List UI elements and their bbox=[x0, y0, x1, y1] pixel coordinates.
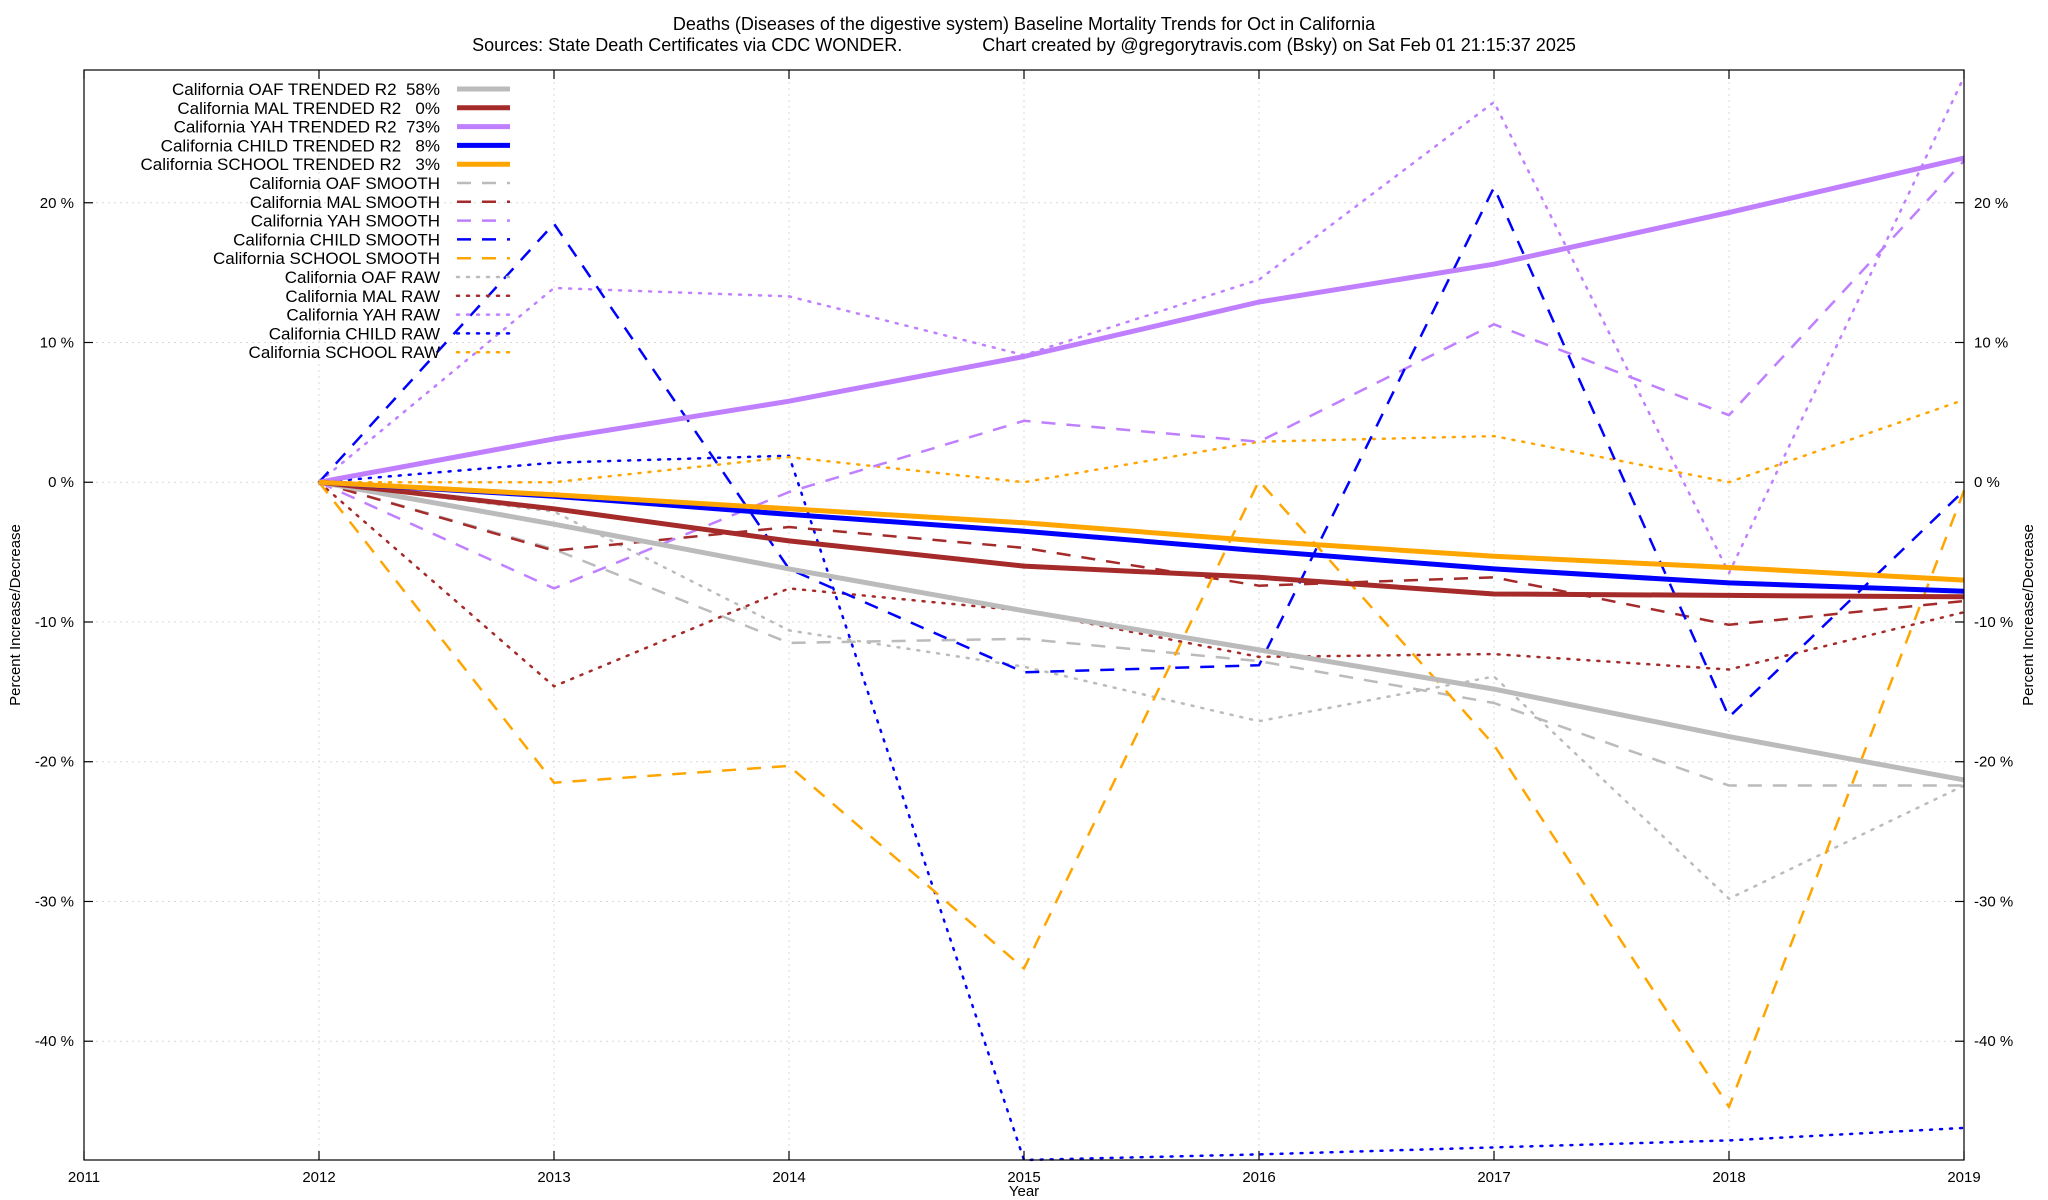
x-tick-label: 2012 bbox=[302, 1169, 335, 1186]
legend-entry-label: California SCHOOL RAW bbox=[249, 343, 440, 362]
x-tick-label: 2015 bbox=[1007, 1169, 1040, 1186]
legend-entry-label: California OAF TRENDED R2 58% bbox=[172, 80, 440, 99]
y-tick-label-right: -10 % bbox=[1974, 614, 2013, 631]
legend-entry-label: California SCHOOL TRENDED R2 3% bbox=[141, 155, 440, 174]
series-line-california-child-smooth bbox=[318, 186, 1965, 719]
x-tick-label: 2017 bbox=[1477, 1169, 1510, 1186]
legend-entry-label: California CHILD TRENDED R2 8% bbox=[161, 136, 440, 155]
y-tick-label-right: -40 % bbox=[1974, 1033, 2013, 1050]
series-line-california-oaf-trended-r2-58 bbox=[318, 479, 1965, 783]
series-line-california-school-trended-r2-3 bbox=[318, 479, 1965, 583]
legend-entry-label: California OAF RAW bbox=[285, 268, 440, 287]
y-axis-label: Percent Increase/Decrease bbox=[7, 524, 24, 706]
legend-entry-label: California YAH SMOOTH bbox=[251, 212, 440, 231]
x-tick-label: 2011 bbox=[68, 1169, 100, 1186]
legend-entry-label: California MAL SMOOTH bbox=[250, 193, 440, 212]
x-tick-label: 2013 bbox=[537, 1169, 570, 1186]
legend-entry-label: California MAL TRENDED R2 0% bbox=[177, 99, 440, 118]
y-tick-label: -10 % bbox=[35, 614, 74, 631]
y-axis-label-right: Percent Increase/Decrease bbox=[2020, 524, 2037, 706]
legend-entry-label: California SCHOOL SMOOTH bbox=[213, 249, 440, 268]
x-tick-label: 2016 bbox=[1242, 1169, 1275, 1186]
legend: California OAF TRENDED R2 58%California … bbox=[141, 80, 512, 362]
legend-entry-label: California OAF SMOOTH bbox=[249, 174, 440, 193]
legend-entry-label: California YAH TRENDED R2 73% bbox=[174, 118, 440, 137]
x-tick-label: 2019 bbox=[1947, 1169, 1980, 1186]
series-line-california-oaf-smooth bbox=[318, 480, 1964, 787]
chart-title: Deaths (Diseases of the digestive system… bbox=[673, 14, 1376, 34]
x-axis-label: Year bbox=[1009, 1183, 1039, 1200]
y-tick-label-right: 20 % bbox=[1974, 195, 2008, 212]
x-tick-label: 2014 bbox=[772, 1169, 805, 1186]
x-tick-label: 2018 bbox=[1712, 1169, 1745, 1186]
chart-subtitle: Sources: State Death Certificates via CD… bbox=[472, 35, 1576, 55]
y-tick-label: 10 % bbox=[40, 335, 74, 352]
series-line-california-school-raw bbox=[317, 398, 1966, 484]
series-line-california-oaf-raw bbox=[317, 480, 1966, 900]
y-tick-label: 0 % bbox=[48, 474, 74, 491]
series-line-california-child-trended-r2-8 bbox=[318, 479, 1965, 594]
series-line-california-mal-raw bbox=[317, 480, 1966, 688]
series-line-california-mal-smooth bbox=[318, 480, 1965, 627]
axis-ticks: 2011 2012 2013 2014 2015 2016 2017 2018 2019 20 %… bbox=[35, 70, 2013, 1186]
series-line-california-school-smooth bbox=[318, 479, 1966, 1109]
y-tick-label: 20 % bbox=[40, 195, 74, 212]
series-line-california-yah-smooth bbox=[318, 159, 1965, 590]
y-tick-label-right: 0 % bbox=[1974, 474, 2000, 491]
series-line-california-yah-trended-r2-73 bbox=[318, 155, 1965, 485]
grid-lines bbox=[84, 70, 1964, 1160]
y-tick-label: -20 % bbox=[35, 754, 74, 771]
y-tick-label-right: 10 % bbox=[1974, 335, 2008, 352]
legend-entry-label: California YAH RAW bbox=[286, 306, 440, 325]
series-line-california-mal-trended-r2-0 bbox=[318, 479, 1965, 600]
y-tick-label-right: -30 % bbox=[1974, 893, 2013, 910]
y-tick-label: -30 % bbox=[35, 893, 74, 910]
legend-entry-label: California CHILD RAW bbox=[269, 324, 440, 343]
y-tick-label: -40 % bbox=[35, 1033, 74, 1050]
legend-entry-label: California CHILD SMOOTH bbox=[233, 230, 440, 249]
series-line-california-yah-raw bbox=[317, 75, 1966, 575]
y-tick-label-right: -20 % bbox=[1974, 754, 2013, 771]
series-lines bbox=[317, 75, 1966, 1162]
series-line-california-child-raw bbox=[317, 454, 1966, 1162]
legend-entry-label: California MAL RAW bbox=[285, 287, 440, 306]
